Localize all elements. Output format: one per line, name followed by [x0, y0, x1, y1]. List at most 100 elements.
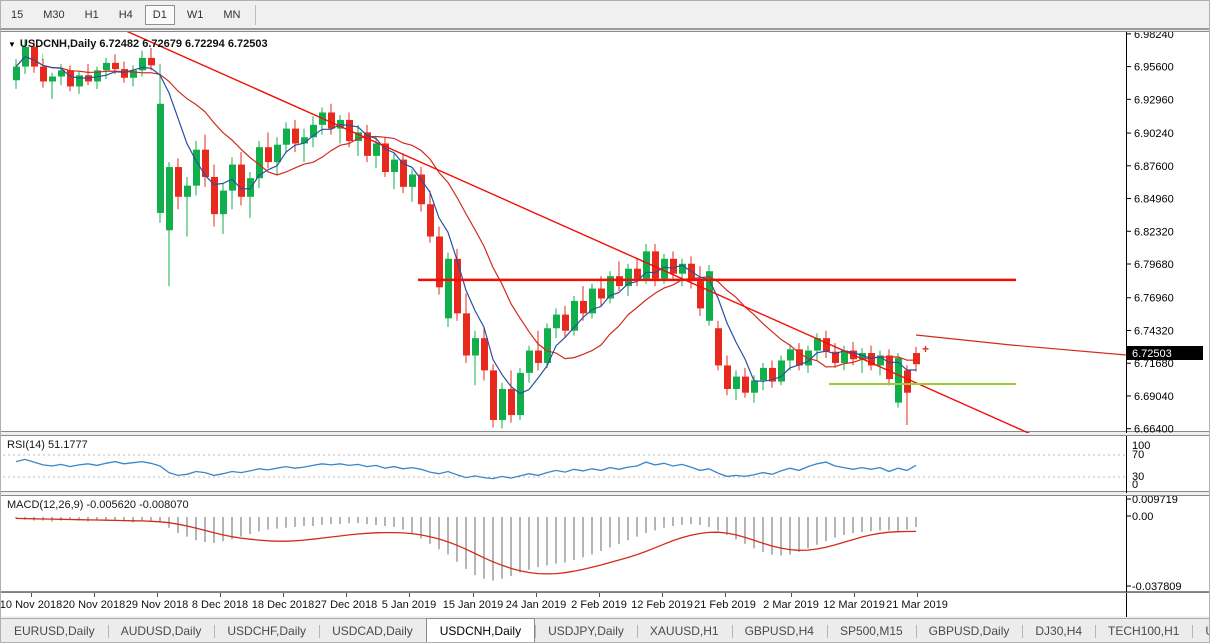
candle-body: [373, 143, 380, 156]
buy-arrow-icon: ↓: [40, 51, 46, 63]
price-axis-label: 6.66400: [1134, 424, 1174, 433]
candle-body: [157, 103, 164, 213]
macd-histogram-bar: [420, 517, 422, 539]
chart-tab-gbpusd-h4[interactable]: GBPUSD,H4: [731, 619, 827, 642]
macd-chart[interactable]: 0.009719 0.00 -0.037809: [1, 496, 1210, 593]
candle-body: [463, 313, 470, 356]
candle-body: [13, 66, 20, 81]
candle-body: [184, 185, 191, 197]
candle-body: [517, 372, 524, 416]
macd-histogram-bar: [123, 517, 125, 522]
macd-histogram-bar: [186, 517, 188, 537]
macd-histogram-bar: [609, 517, 611, 548]
macd-histogram-bar: [294, 517, 296, 527]
descending-trendline[interactable]: [106, 32, 1033, 433]
macd-histogram-bar: [897, 517, 899, 532]
timeframe-button-15[interactable]: 15: [11, 8, 24, 21]
rsi-line: [15, 458, 917, 480]
candle-body: [49, 76, 56, 82]
macd-histogram-bar: [618, 517, 620, 544]
macd-axis-label: -0.037809: [1132, 581, 1182, 593]
candle-body: [634, 268, 641, 279]
timeframe-button-d1[interactable]: D1: [144, 4, 175, 25]
candle-body: [292, 128, 299, 144]
macd-histogram-bar: [312, 517, 314, 526]
candle-body: [787, 349, 794, 361]
chart-tab-xauusd-h1[interactable]: XAUUSD,H1: [636, 619, 732, 642]
timeframe-button-m30[interactable]: M30: [43, 8, 65, 21]
macd-histogram-bar: [465, 517, 467, 569]
chart-tab-eurusd-daily[interactable]: EURUSD,Daily: [14, 624, 95, 638]
price-chart[interactable]: ↓ ↓ +6.98240 6.95600 6.92960 6.90240 6.87600 6.…: [1, 32, 1210, 433]
candle-body: [778, 360, 785, 382]
chart-tab-dj30-h4[interactable]: DJ30,H4: [1022, 619, 1095, 642]
chart-tab-usdjpy-daily[interactable]: USDJPY,Daily: [535, 619, 637, 642]
candle-body: [220, 190, 227, 215]
macd-axis-label: 0.009719: [1132, 496, 1178, 506]
macd-histogram-bar: [789, 517, 791, 555]
macd-histogram-bar: [519, 517, 521, 573]
macd-panel[interactable]: MACD(12,26,9) -0.005620 -0.008070 0.0097…: [1, 495, 1210, 593]
candle-body: [751, 380, 758, 393]
chart-tab-audusd-daily[interactable]: AUDUSD,Daily: [107, 619, 215, 642]
price-axis-label: 6.82320: [1134, 226, 1174, 238]
rsi-panel[interactable]: RSI(14) 51.1777 100 70 30 0: [1, 435, 1210, 493]
timeframe-button-h4[interactable]: H4: [118, 8, 133, 21]
candle-body: [193, 149, 200, 186]
candle-body: [391, 159, 398, 172]
chart-tab-usdcnh-daily[interactable]: USDCNH,Daily: [425, 618, 536, 642]
chart-tab-usdchf-daily[interactable]: USDCHF,Daily: [214, 619, 319, 642]
timeframe-button-w1[interactable]: W1: [186, 8, 204, 21]
time-axis-tick: [346, 593, 347, 597]
macd-histogram-bar: [303, 517, 305, 526]
candle-body: [571, 300, 578, 331]
macd-histogram-bar: [591, 517, 593, 555]
timeframe-button-h1[interactable]: H1: [84, 8, 99, 21]
chart-tab-ui[interactable]: UI: [1192, 619, 1209, 642]
macd-histogram-bar: [438, 517, 440, 550]
macd-histogram-bar: [141, 517, 143, 522]
chart-tab-gbpusd-daily[interactable]: GBPUSD,Daily: [915, 619, 1023, 642]
axis-separator: [1126, 593, 1127, 617]
chart-tab-usdcad-daily[interactable]: USDCAD,Daily: [319, 619, 426, 642]
candle-body: [544, 328, 551, 363]
macd-histogram-bar: [546, 517, 548, 566]
candle-body: [211, 176, 218, 215]
candle-body: [130, 70, 137, 78]
rsi-axis-label: 70: [1132, 449, 1144, 461]
macd-histogram-bar: [384, 517, 386, 526]
macd-histogram-bar: [825, 517, 827, 542]
candle-body: [769, 367, 776, 382]
candle-body: [706, 271, 713, 321]
price-axis-label: 6.87600: [1134, 161, 1174, 173]
main-chart-panel[interactable]: ▼ USDCNH,Daily 6.72482 6.72679 6.72294 6.…: [1, 31, 1210, 433]
macd-histogram-bar: [915, 517, 917, 528]
macd-histogram-bar: [636, 517, 638, 537]
chart-tab-sp500-m15[interactable]: SP500,M15: [826, 619, 916, 642]
macd-histogram-bar: [501, 517, 503, 579]
candle-body: [688, 263, 695, 282]
macd-histogram-bar: [708, 517, 710, 527]
candle-body: [31, 46, 38, 67]
macd-histogram-bar: [258, 517, 260, 532]
candle-body: [535, 350, 542, 363]
price-axis-label: 6.71680: [1134, 358, 1174, 370]
macd-histogram-bar: [627, 517, 629, 541]
macd-histogram-bar: [834, 517, 836, 538]
time-axis-label: 21 Mar 2019: [886, 599, 948, 611]
candle-body: [445, 258, 452, 319]
macd-histogram-bar: [726, 517, 728, 535]
timeframe-button-mn[interactable]: MN: [223, 8, 241, 21]
macd-histogram-bar: [573, 517, 575, 560]
candle-body: [202, 149, 209, 177]
sell-arrow-icon: ↓: [32, 51, 38, 63]
macd-signal-line: [15, 517, 917, 575]
price-axis-label: 6.92960: [1134, 94, 1174, 106]
dropdown-arrow-icon[interactable]: ▼: [8, 40, 16, 49]
macd-histogram-bar: [483, 517, 485, 579]
candle-body: [886, 355, 893, 380]
candle-body: [526, 350, 533, 373]
chart-tab-tech100-h1[interactable]: TECH100,H1: [1095, 619, 1192, 642]
macd-histogram-bar: [204, 517, 206, 543]
